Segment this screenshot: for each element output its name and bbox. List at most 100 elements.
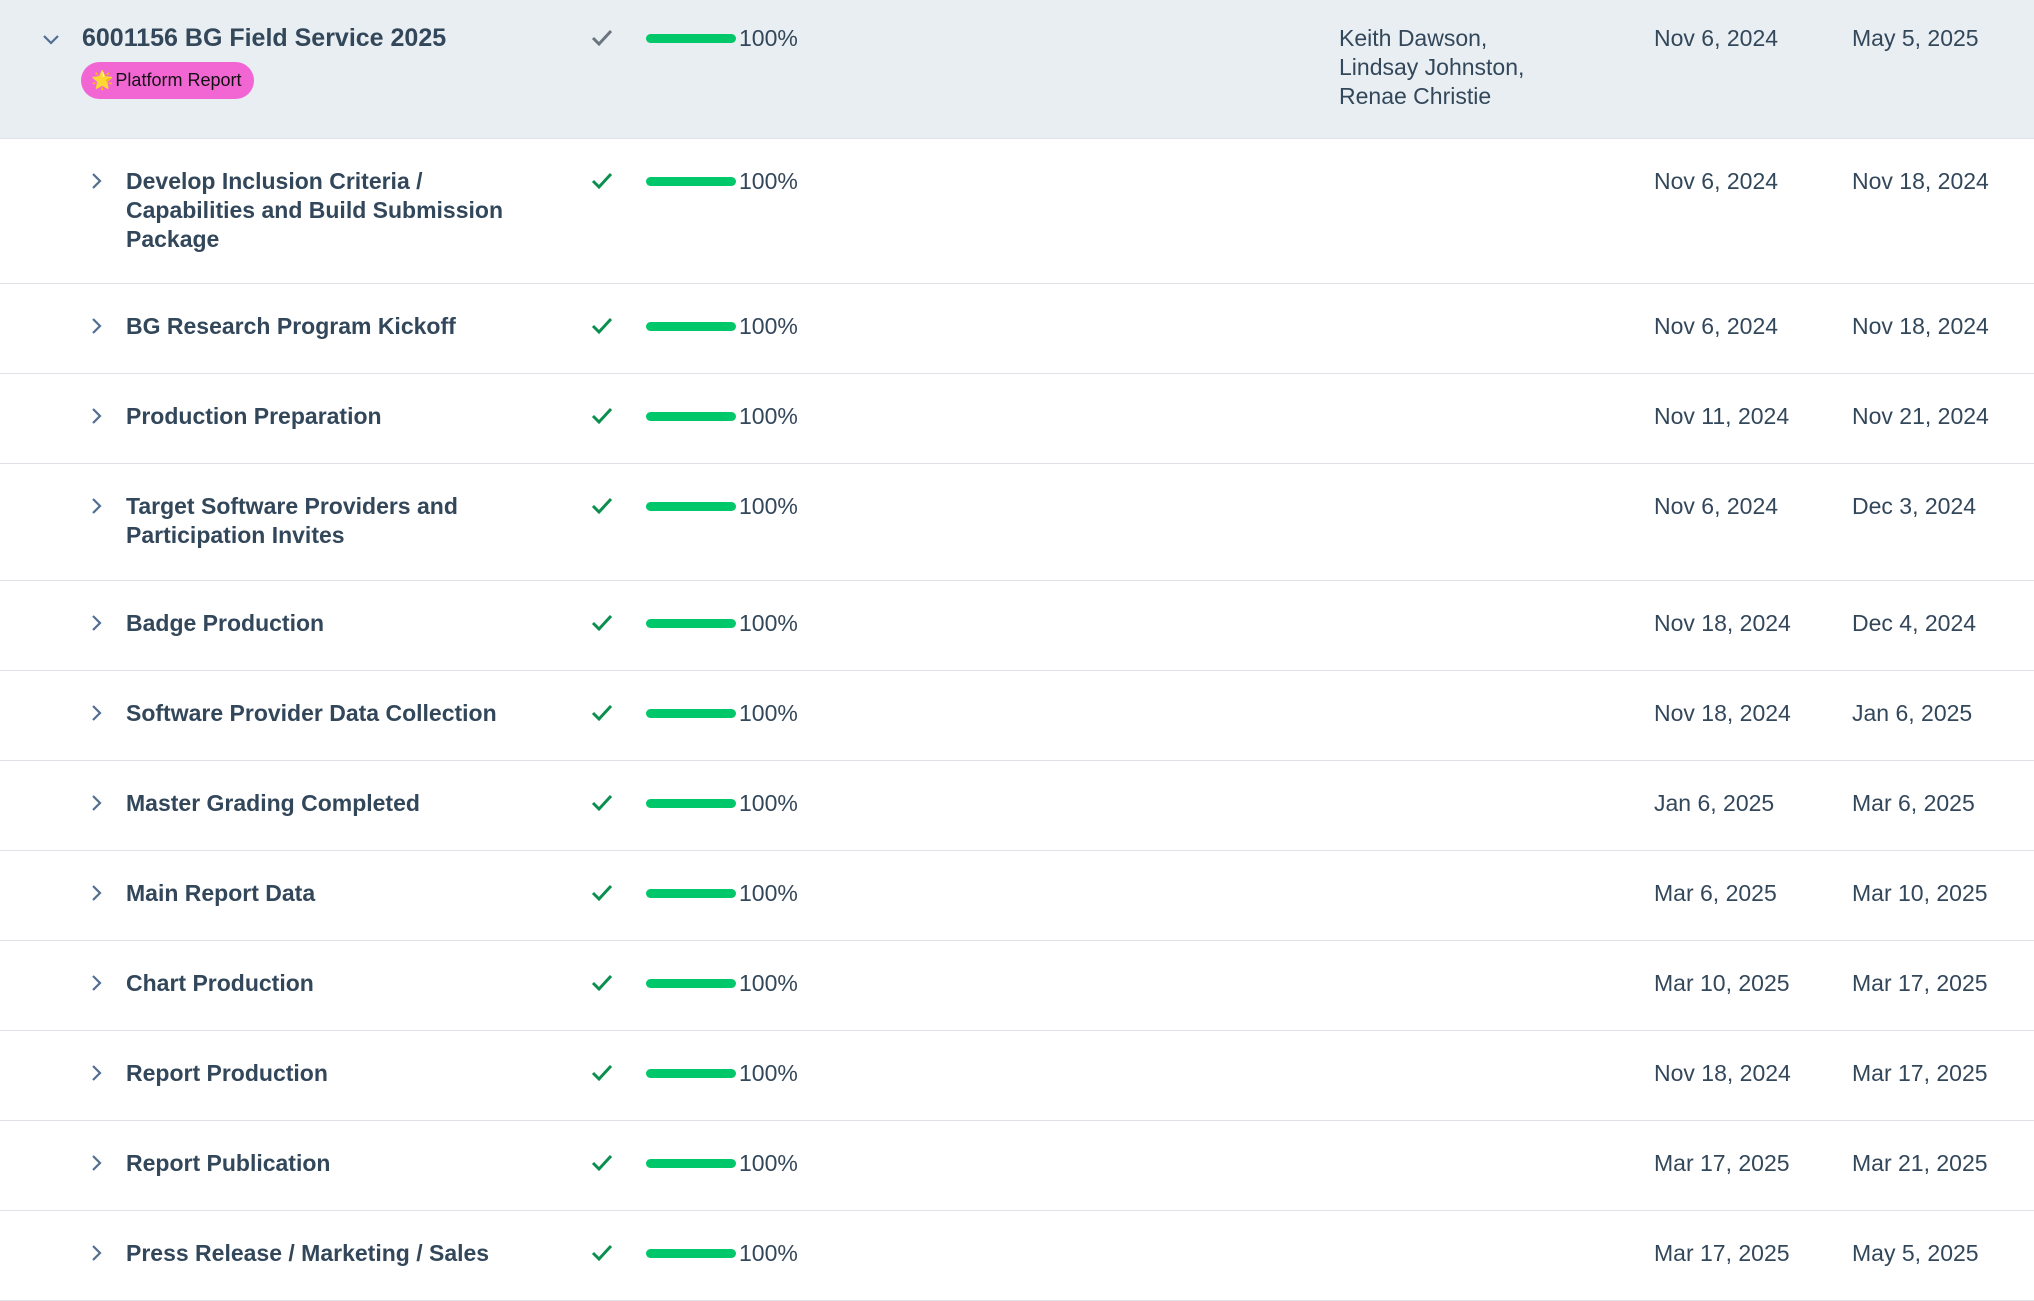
star-icon: 🌟 [91, 70, 114, 90]
start-date: Mar 17, 2025 [1654, 1150, 1790, 1176]
progress-label: 100% [739, 880, 798, 906]
task-title-line: Participation Invites [126, 522, 345, 548]
end-date: May 5, 2025 [1852, 1240, 1979, 1266]
progress-bar [646, 34, 736, 43]
chevron-right-icon[interactable] [84, 611, 108, 635]
chevron-right-icon[interactable] [84, 1061, 108, 1085]
start-date: Nov 6, 2024 [1654, 313, 1779, 339]
progress-bar [646, 619, 736, 628]
start-date: Nov 6, 2024 [1654, 25, 1779, 51]
task-row[interactable]: Press Release / Marketing / Sales 100% M… [0, 1211, 2034, 1301]
task-row[interactable]: Main Report Data 100% Mar 6, 2025 Mar 10… [0, 851, 2034, 941]
end-date: Nov 21, 2024 [1852, 403, 1989, 429]
progress-bar [646, 322, 736, 331]
parent-task-title[interactable]: 6001156 BG Field Service 2025 [82, 24, 447, 52]
progress-bar [646, 799, 736, 808]
task-row[interactable]: Report Production 100% Nov 18, 2024 Mar … [0, 1031, 2034, 1121]
chevron-right-icon[interactable] [84, 1151, 108, 1175]
progress-label: 100% [739, 168, 798, 194]
task-row[interactable]: Report Publication 100% Mar 17, 2025 Mar… [0, 1121, 2034, 1211]
chevron-right-icon[interactable] [84, 881, 108, 905]
task-title[interactable]: Main Report Data [126, 879, 315, 908]
task-row[interactable]: Target Software Providers and Participati… [0, 464, 2034, 581]
chevron-right-icon[interactable] [84, 791, 108, 815]
check-icon [591, 974, 613, 992]
end-date: Mar 10, 2025 [1852, 880, 1988, 906]
chevron-right-icon[interactable] [84, 314, 108, 338]
chevron-right-icon[interactable] [84, 971, 108, 995]
task-title-line: Master Grading Completed [126, 790, 420, 816]
task-title-line: Target Software Providers and [126, 493, 458, 519]
end-date: Mar 21, 2025 [1852, 1150, 1988, 1176]
start-date: Nov 11, 2024 [1654, 403, 1790, 429]
chevron-right-icon[interactable] [84, 169, 108, 193]
task-title-line: Main Report Data [126, 880, 316, 906]
task-row[interactable]: Software Provider Data Collection 100% N… [0, 671, 2034, 761]
progress-bar [646, 412, 736, 421]
start-date: Mar 17, 2025 [1654, 1240, 1790, 1266]
task-title-line: Chart Production [126, 970, 314, 996]
task-title[interactable]: Develop Inclusion Criteria / Capabilities… [126, 167, 503, 254]
progress-label: 100% [739, 970, 798, 996]
task-title[interactable]: Press Release / Marketing / Sales [126, 1239, 489, 1268]
task-title[interactable]: Report Publication [126, 1149, 330, 1178]
progress-label: 100% [739, 1150, 798, 1176]
start-date: Nov 18, 2024 [1654, 1060, 1791, 1086]
check-icon [591, 407, 613, 425]
end-date: Nov 18, 2024 [1852, 313, 1989, 339]
badge-label: Platform Report [115, 70, 242, 90]
progress-bar [646, 1069, 736, 1078]
progress-bar [646, 1249, 736, 1258]
task-title-line: Report Production [126, 1060, 328, 1086]
progress-label: 100% [739, 493, 798, 519]
chevron-right-icon[interactable] [84, 701, 108, 725]
task-title[interactable]: Master Grading Completed [126, 789, 420, 818]
task-title[interactable]: Chart Production [126, 969, 314, 998]
assignee: Keith Dawson, [1339, 25, 1488, 51]
check-icon [591, 29, 613, 47]
task-row[interactable]: Badge Production 100% Nov 18, 2024 Dec 4… [0, 581, 2034, 671]
task-title[interactable]: Report Production [126, 1059, 328, 1088]
progress-bar [646, 709, 736, 718]
chevron-right-icon[interactable] [84, 494, 108, 518]
progress-bar [646, 889, 736, 898]
task-title-line: Badge Production [126, 610, 325, 636]
assignee: Renae Christie [1339, 83, 1492, 109]
parent-task-row[interactable]: 6001156 BG Field Service 2025 🌟 Platform … [0, 0, 2034, 139]
progress-bar [646, 502, 736, 511]
check-icon [591, 794, 613, 812]
start-date: Nov 6, 2024 [1654, 168, 1779, 194]
check-icon [591, 884, 613, 902]
task-title[interactable]: BG Research Program Kickoff [126, 312, 456, 341]
start-date: Nov 18, 2024 [1654, 610, 1791, 636]
progress-bar [646, 979, 736, 988]
end-date: Mar 17, 2025 [1852, 970, 1988, 996]
task-title[interactable]: Target Software Providers and Participati… [126, 492, 458, 550]
task-title[interactable]: Badge Production [126, 609, 324, 638]
end-date: Nov 18, 2024 [1852, 168, 1989, 194]
assignees: Keith Dawson, Lindsay Johnston, Renae Ch… [1339, 24, 1524, 111]
task-title-line: Develop Inclusion Criteria / [126, 168, 423, 194]
progress-label: 100% [739, 610, 798, 636]
task-row[interactable]: Master Grading Completed 100% Jan 6, 202… [0, 761, 2034, 851]
chevron-right-icon[interactable] [84, 404, 108, 428]
progress-label: 100% [739, 790, 798, 816]
progress-label: 100% [739, 700, 798, 726]
chevron-down-icon[interactable] [39, 27, 63, 51]
task-row[interactable]: Chart Production 100% Mar 10, 2025 Mar 1… [0, 941, 2034, 1031]
task-title-line: Package [126, 226, 220, 252]
progress-label: 100% [739, 1060, 798, 1086]
progress-bar [646, 177, 736, 186]
platform-report-badge: 🌟 Platform Report [81, 62, 255, 99]
task-row[interactable]: Production Preparation 100% Nov 11, 2024… [0, 374, 2034, 464]
start-date: Mar 6, 2025 [1654, 880, 1777, 906]
end-date: Dec 4, 2024 [1852, 610, 1977, 636]
start-date: Mar 10, 2025 [1654, 970, 1790, 996]
progress-label: 100% [739, 313, 798, 339]
start-date: Nov 18, 2024 [1654, 700, 1791, 726]
task-title[interactable]: Software Provider Data Collection [126, 699, 497, 728]
task-title[interactable]: Production Preparation [126, 402, 382, 431]
chevron-right-icon[interactable] [84, 1241, 108, 1265]
task-row[interactable]: Develop Inclusion Criteria / Capabilities… [0, 139, 2034, 284]
task-row[interactable]: BG Research Program Kickoff 100% Nov 6, … [0, 284, 2034, 374]
